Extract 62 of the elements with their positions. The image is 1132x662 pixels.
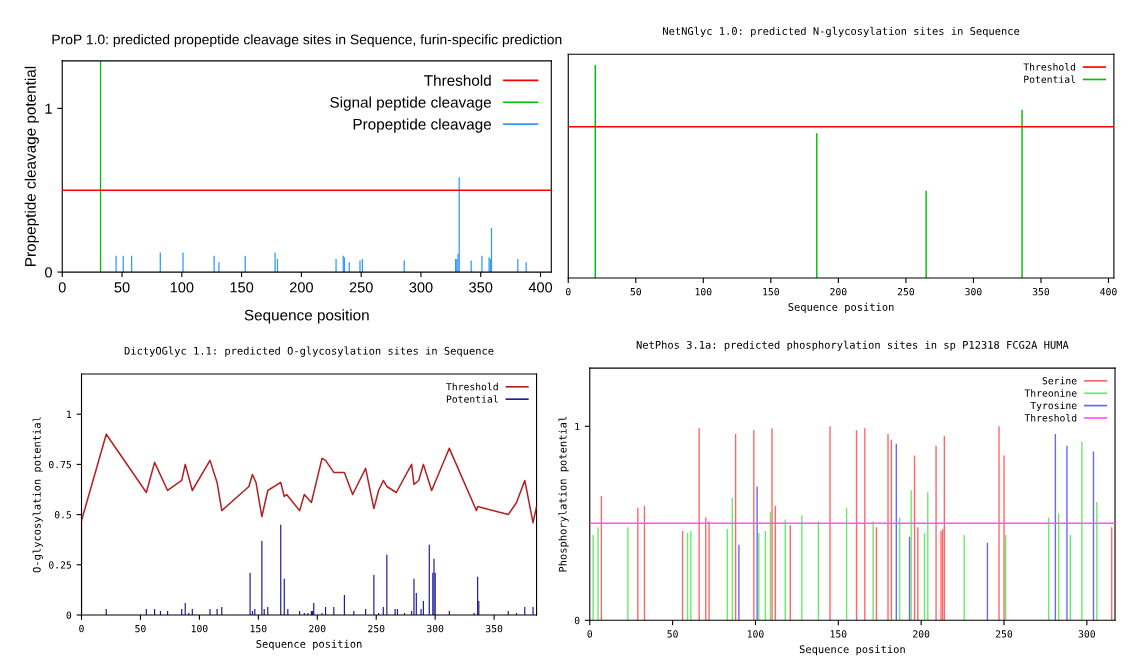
- legend-label: Serine: [1042, 376, 1077, 385]
- y-tick-label: 1: [575, 422, 580, 430]
- x-axis-title: Sequence position: [788, 302, 894, 313]
- y-axis-title: Phosphorylation potential: [558, 416, 569, 572]
- x-tick-label: 250: [349, 282, 373, 293]
- x-tick-label: 150: [763, 287, 779, 296]
- legend-label: Potential: [1024, 75, 1076, 83]
- legend-label: Potential: [446, 395, 498, 403]
- legend-label: Signal peptide cleavage: [330, 96, 492, 111]
- legend-label: Threonine: [1024, 389, 1077, 397]
- y-tick-label: 1: [67, 410, 72, 418]
- x-tick-label: 100: [747, 630, 764, 638]
- x-tick-label: 300: [1078, 630, 1095, 638]
- x-tick-label: 0: [565, 287, 571, 296]
- x-tick-label: 150: [250, 624, 267, 633]
- x-tick-label: 300: [427, 624, 444, 633]
- x-tick-label: 100: [191, 624, 208, 633]
- y-tick-label: 0.5: [54, 511, 71, 519]
- legend-label: Threshold: [446, 382, 498, 391]
- x-tick-label: 50: [667, 630, 678, 638]
- x-tick-label: 100: [695, 287, 712, 296]
- legend-label: Threshold: [1023, 63, 1076, 71]
- x-tick-label: 350: [1032, 287, 1050, 296]
- legend-label: Propeptide cleavage: [353, 118, 492, 133]
- x-axis-title: Sequence position: [244, 309, 369, 324]
- x-tick-label: 200: [830, 287, 847, 296]
- x-tick-label: 350: [486, 624, 503, 633]
- x-tick-label: 50: [630, 287, 642, 296]
- x-tick-label: 200: [913, 630, 930, 638]
- chart-title: DictyOGlyc 1.1: predicted O-glycosylation sites in Sequence: [124, 346, 494, 357]
- chart-title: NetNGlyc 1.0: predicted N-glycosylation sites in Sequence: [663, 26, 1020, 38]
- x-tick-label: 400: [528, 282, 553, 293]
- y-tick-label: 0: [45, 267, 52, 278]
- x-tick-label: 50: [135, 624, 146, 633]
- legend-label: Tyrosine: [1030, 401, 1077, 412]
- y-axis-title: O-glycosylation potential: [32, 417, 43, 573]
- x-tick-label: 300: [409, 282, 433, 293]
- x-axis-title: Sequence position: [799, 645, 905, 656]
- chart-title: NetPhos 3.1a: predicted phosphorylation sites in sp P12318 FCG2A HUMA: [636, 340, 1069, 351]
- x-axis-title: Sequence position: [256, 639, 362, 650]
- legend-label: Threshold: [1024, 413, 1077, 422]
- x-tick-label: 150: [830, 630, 847, 638]
- y-axis-title: Propeptide cleavage potential: [24, 66, 39, 266]
- x-tick-label: 0: [79, 624, 84, 633]
- x-tick-label: 200: [309, 624, 326, 633]
- x-tick-label: 300: [965, 287, 982, 296]
- chart-title: ProP 1.0: predicted propeptide cleavage sites in Sequence, furin-specific prediction: [52, 34, 562, 48]
- x-tick-label: 400: [1100, 287, 1117, 296]
- x-tick-label: 250: [995, 630, 1013, 638]
- y-tick-label: 0.75: [49, 460, 71, 469]
- x-tick-label: 100: [170, 282, 194, 293]
- x-tick-label: 150: [230, 282, 254, 293]
- x-tick-label: 50: [114, 282, 130, 293]
- x-tick-label: 200: [289, 282, 313, 293]
- x-tick-label: 350: [469, 282, 493, 293]
- x-tick-label: 0: [587, 630, 593, 638]
- y-tick-label: 0: [66, 611, 72, 619]
- y-tick-label: 0.25: [49, 561, 71, 569]
- legend-label: Threshold: [424, 74, 491, 86]
- x-tick-label: 250: [897, 287, 915, 296]
- x-tick-label: 250: [368, 624, 385, 633]
- y-tick-label: 1: [45, 103, 52, 114]
